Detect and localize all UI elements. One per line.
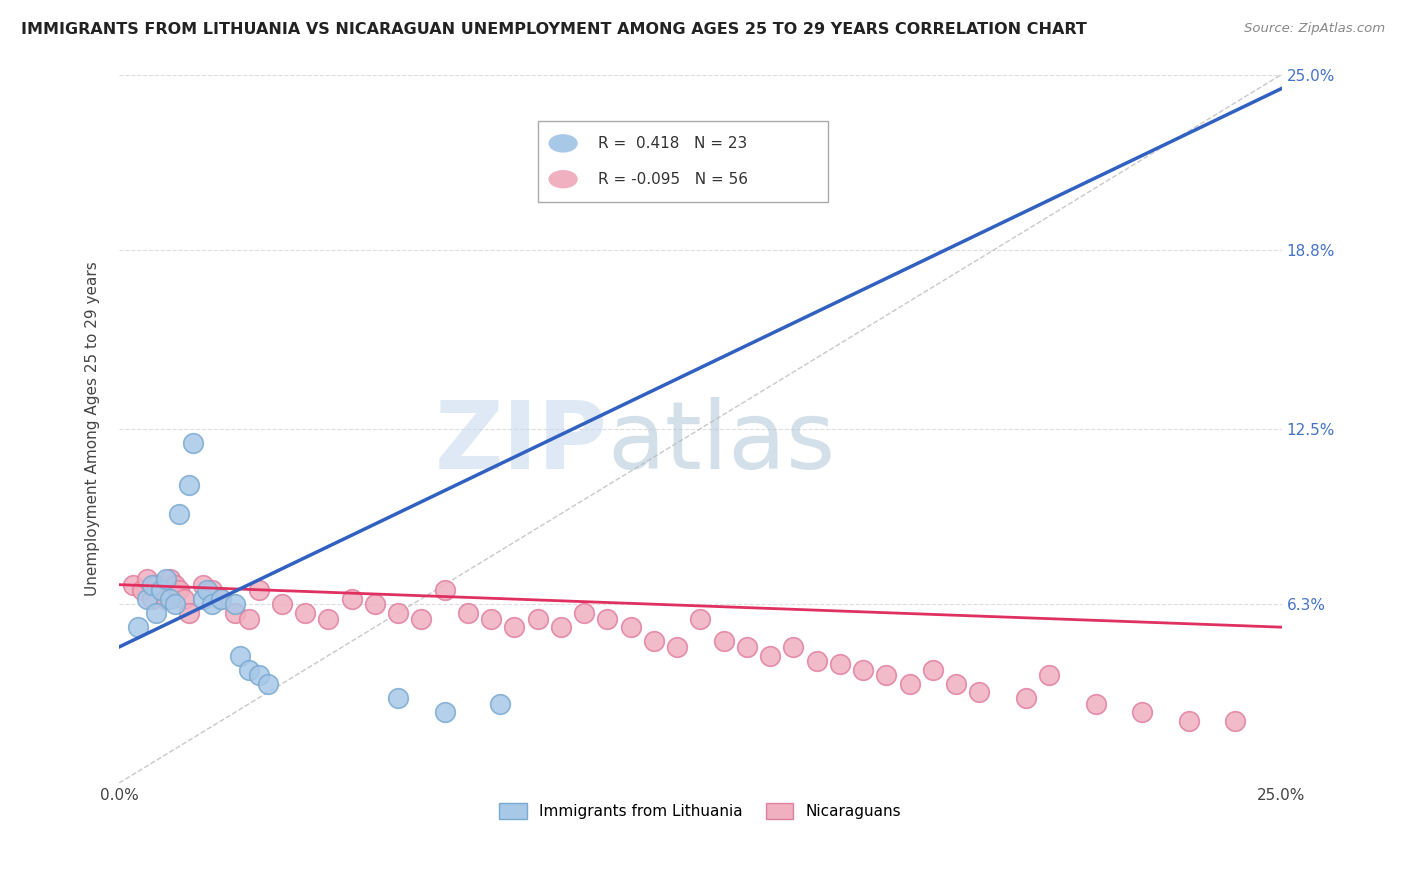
Point bbox=[596, 612, 619, 626]
Point bbox=[197, 583, 219, 598]
Point bbox=[479, 612, 502, 626]
Point bbox=[387, 606, 409, 620]
Point bbox=[159, 591, 181, 606]
Point bbox=[689, 612, 711, 626]
Circle shape bbox=[550, 170, 576, 187]
Point bbox=[169, 583, 191, 598]
Point bbox=[169, 507, 191, 521]
Point bbox=[1015, 691, 1038, 706]
Point bbox=[247, 668, 270, 682]
Point bbox=[503, 620, 526, 634]
Point bbox=[387, 691, 409, 706]
Point bbox=[238, 663, 260, 677]
Point bbox=[489, 697, 512, 711]
Point bbox=[457, 606, 479, 620]
Point bbox=[1084, 697, 1107, 711]
Point bbox=[149, 583, 172, 598]
Point bbox=[149, 583, 172, 598]
Point bbox=[1038, 668, 1060, 682]
Point bbox=[155, 591, 177, 606]
Point bbox=[159, 572, 181, 586]
Point bbox=[643, 634, 665, 648]
Text: Source: ZipAtlas.com: Source: ZipAtlas.com bbox=[1244, 22, 1385, 36]
Point bbox=[666, 640, 689, 654]
Point bbox=[294, 606, 316, 620]
Point bbox=[1130, 705, 1153, 719]
Point bbox=[155, 572, 177, 586]
Point bbox=[550, 620, 572, 634]
Text: R =  0.418   N = 23: R = 0.418 N = 23 bbox=[598, 136, 747, 151]
Point bbox=[316, 612, 339, 626]
Text: ZIP: ZIP bbox=[434, 397, 607, 489]
Point bbox=[340, 591, 363, 606]
Point bbox=[191, 591, 214, 606]
Point bbox=[257, 677, 280, 691]
Point bbox=[127, 620, 149, 634]
Point bbox=[136, 591, 159, 606]
Point bbox=[759, 648, 782, 663]
Point bbox=[136, 572, 159, 586]
Point bbox=[1177, 714, 1199, 728]
Point bbox=[782, 640, 804, 654]
Point bbox=[619, 620, 641, 634]
Point bbox=[173, 591, 195, 606]
Point bbox=[969, 685, 991, 699]
Point bbox=[141, 591, 163, 606]
Legend: Immigrants from Lithuania, Nicaraguans: Immigrants from Lithuania, Nicaraguans bbox=[494, 797, 907, 825]
Point bbox=[713, 634, 735, 648]
Point bbox=[145, 577, 167, 591]
Point bbox=[921, 663, 943, 677]
Point bbox=[270, 598, 292, 612]
Point bbox=[122, 577, 145, 591]
Point bbox=[145, 606, 167, 620]
Point bbox=[735, 640, 758, 654]
FancyBboxPatch shape bbox=[537, 120, 828, 202]
Point bbox=[433, 583, 456, 598]
Point bbox=[209, 591, 232, 606]
Point bbox=[550, 181, 572, 195]
Point bbox=[572, 606, 595, 620]
Point bbox=[229, 648, 252, 663]
Point bbox=[238, 612, 260, 626]
Point bbox=[364, 598, 387, 612]
Point bbox=[433, 705, 456, 719]
Point bbox=[201, 598, 224, 612]
Point bbox=[177, 478, 200, 492]
Text: R = -0.095   N = 56: R = -0.095 N = 56 bbox=[598, 172, 748, 186]
Point bbox=[828, 657, 851, 671]
Point bbox=[131, 583, 153, 598]
Point bbox=[141, 577, 163, 591]
Text: atlas: atlas bbox=[607, 397, 835, 489]
Text: IMMIGRANTS FROM LITHUANIA VS NICARAGUAN UNEMPLOYMENT AMONG AGES 25 TO 29 YEARS C: IMMIGRANTS FROM LITHUANIA VS NICARAGUAN … bbox=[21, 22, 1087, 37]
Point bbox=[526, 612, 548, 626]
Circle shape bbox=[550, 135, 576, 152]
Point bbox=[191, 577, 214, 591]
Point bbox=[201, 583, 224, 598]
Point bbox=[163, 577, 186, 591]
Point bbox=[224, 598, 246, 612]
Point bbox=[183, 436, 205, 450]
Point bbox=[945, 677, 967, 691]
Point bbox=[852, 663, 875, 677]
Y-axis label: Unemployment Among Ages 25 to 29 years: Unemployment Among Ages 25 to 29 years bbox=[86, 261, 100, 596]
Point bbox=[163, 598, 186, 612]
Point bbox=[898, 677, 921, 691]
Point bbox=[247, 583, 270, 598]
Point bbox=[177, 606, 200, 620]
Point bbox=[224, 606, 246, 620]
Point bbox=[875, 668, 897, 682]
Point bbox=[1223, 714, 1246, 728]
Point bbox=[411, 612, 433, 626]
Point bbox=[806, 654, 828, 668]
Point bbox=[209, 591, 232, 606]
